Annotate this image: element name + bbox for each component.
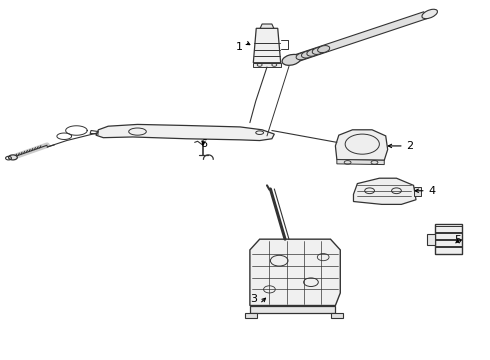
- Ellipse shape: [312, 48, 324, 54]
- Text: 6: 6: [200, 139, 207, 149]
- Ellipse shape: [301, 51, 314, 58]
- Polygon shape: [435, 226, 463, 232]
- Text: 4: 4: [428, 186, 435, 196]
- Ellipse shape: [307, 49, 319, 56]
- Ellipse shape: [282, 54, 301, 65]
- Polygon shape: [435, 247, 463, 253]
- Polygon shape: [253, 63, 281, 67]
- Ellipse shape: [296, 53, 308, 60]
- Polygon shape: [353, 178, 416, 204]
- Polygon shape: [331, 313, 343, 318]
- Polygon shape: [96, 125, 274, 140]
- Polygon shape: [335, 130, 388, 160]
- Polygon shape: [427, 234, 435, 244]
- Polygon shape: [290, 12, 428, 63]
- Ellipse shape: [422, 9, 438, 19]
- Polygon shape: [250, 239, 340, 306]
- Ellipse shape: [8, 155, 17, 160]
- Text: 1: 1: [236, 42, 243, 52]
- Polygon shape: [435, 240, 463, 246]
- Ellipse shape: [318, 46, 330, 53]
- Polygon shape: [414, 187, 421, 196]
- Polygon shape: [435, 233, 463, 239]
- Polygon shape: [337, 159, 384, 165]
- Polygon shape: [250, 306, 335, 313]
- Polygon shape: [253, 28, 281, 63]
- Polygon shape: [260, 24, 274, 28]
- Polygon shape: [245, 313, 257, 318]
- Text: 5: 5: [454, 235, 461, 244]
- Text: 2: 2: [406, 141, 414, 151]
- Text: 3: 3: [250, 294, 257, 304]
